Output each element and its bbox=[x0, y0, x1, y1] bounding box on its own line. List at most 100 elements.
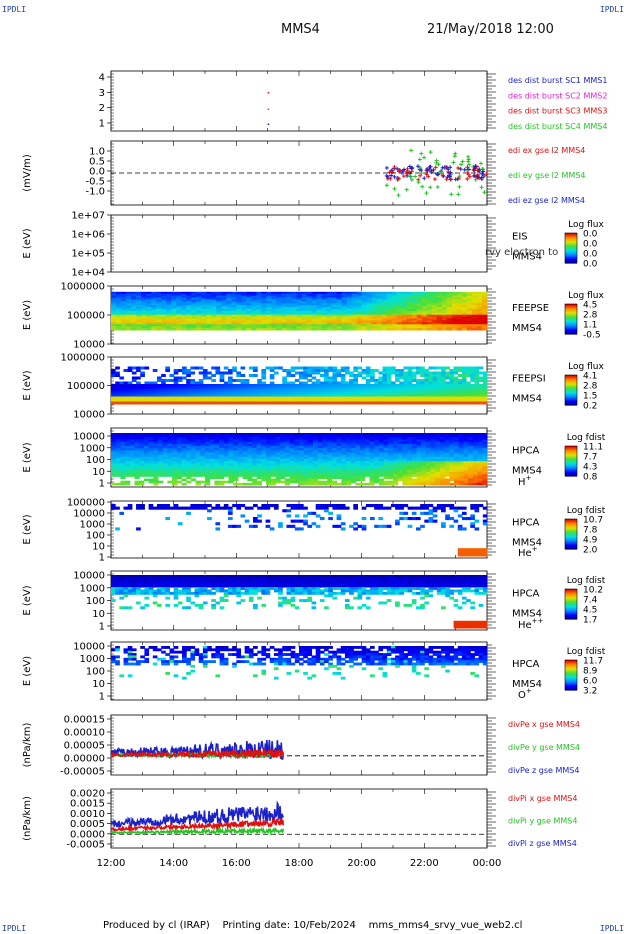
spectrogram-cell bbox=[411, 371, 417, 375]
spectrogram-cell bbox=[315, 381, 321, 385]
spectrogram-cell bbox=[299, 374, 304, 377]
spectrogram-cell bbox=[382, 374, 388, 377]
spectrogram-cell bbox=[381, 293, 388, 297]
spectrogram-cell bbox=[202, 401, 208, 405]
spectrogram-cell bbox=[336, 450, 342, 453]
spectrogram-cell bbox=[289, 456, 295, 460]
spectrogram-cell bbox=[227, 376, 233, 380]
spectrogram-cell bbox=[200, 463, 206, 466]
spectrogram-cell bbox=[161, 328, 167, 331]
spectrogram-cell bbox=[143, 467, 150, 471]
spectrogram-cell bbox=[357, 401, 363, 405]
spectrogram-cell bbox=[177, 401, 183, 405]
spectrogram-cell bbox=[476, 291, 483, 295]
spectrogram-cell bbox=[281, 303, 287, 306]
spectrogram-cell bbox=[315, 386, 321, 390]
spectrogram-cell bbox=[355, 469, 361, 473]
spectrogram-cell bbox=[176, 328, 182, 331]
colorbar-cell bbox=[565, 403, 577, 405]
spectrogram-cell bbox=[371, 307, 378, 310]
spectrogram-cell bbox=[195, 446, 201, 449]
spectrogram-cell bbox=[256, 480, 262, 484]
spectrogram-cell bbox=[332, 394, 338, 397]
spectrogram-cell bbox=[241, 293, 247, 297]
spectrogram-cell bbox=[341, 295, 348, 299]
spectrogram-cell bbox=[336, 369, 342, 372]
spectrogram-cell bbox=[219, 371, 225, 375]
spectrogram-cell bbox=[280, 467, 286, 471]
spectrogram-cell bbox=[226, 324, 232, 327]
spectrogram-cell bbox=[396, 318, 403, 321]
spectrogram-cell bbox=[158, 467, 164, 471]
spectrogram-cell bbox=[223, 456, 229, 460]
spectrogram-cell bbox=[311, 318, 318, 321]
spectrogram-cell bbox=[374, 435, 380, 438]
spectrogram-cell bbox=[194, 384, 200, 387]
spectrogram-cell bbox=[371, 312, 378, 316]
spectrogram-cell bbox=[296, 318, 303, 321]
spectrogram-cell bbox=[426, 320, 433, 323]
spectrogram-cell bbox=[411, 389, 417, 392]
spectrogram-cell bbox=[216, 295, 222, 299]
spectrogram-cell bbox=[242, 465, 248, 469]
spectrogram-cell bbox=[256, 433, 262, 436]
spectrogram-cell bbox=[340, 394, 346, 397]
spectrogram-cell bbox=[181, 437, 187, 440]
spectrogram-cell bbox=[393, 467, 399, 471]
spectrogram-cell bbox=[152, 394, 158, 397]
spectrogram-cell bbox=[378, 379, 384, 382]
spectrogram-cell bbox=[307, 369, 313, 372]
spectrogram-cell bbox=[121, 328, 127, 331]
spectrogram-cell bbox=[451, 305, 458, 308]
spectrogram-cell bbox=[466, 305, 473, 308]
spectrogram-cell bbox=[162, 441, 168, 445]
spectrogram-cell bbox=[449, 386, 455, 390]
spectrogram-cell bbox=[261, 437, 267, 440]
spectrogram-cell bbox=[482, 391, 488, 395]
spectrogram-cell bbox=[411, 307, 418, 310]
spectrogram-cell bbox=[196, 293, 202, 297]
spectrogram-cell bbox=[156, 301, 162, 304]
spectrogram-cell bbox=[364, 433, 370, 436]
spectrogram-cell bbox=[200, 456, 206, 460]
spectrogram-cell bbox=[376, 312, 383, 316]
spectrogram-cell bbox=[237, 472, 244, 475]
spectrogram-cell bbox=[386, 384, 392, 387]
spectrogram-cell bbox=[353, 379, 358, 382]
spectrogram-cell bbox=[336, 448, 342, 451]
spectrogram-cell bbox=[271, 305, 277, 308]
spectrogram-cell bbox=[369, 454, 375, 458]
spectrogram-cell bbox=[111, 312, 117, 316]
spectrogram-cell bbox=[211, 301, 217, 304]
spectrogram-cell bbox=[261, 391, 267, 395]
spectrogram-cell bbox=[401, 301, 408, 304]
spectrogram-cell bbox=[313, 461, 319, 464]
spectrogram-cell bbox=[331, 482, 338, 486]
spectrogram-cell bbox=[481, 328, 488, 331]
spectrogram-cell bbox=[241, 324, 247, 327]
spectrogram-cell bbox=[336, 394, 342, 397]
spectrogram-cell bbox=[270, 474, 276, 477]
spectrogram-cell bbox=[441, 309, 448, 312]
spectrogram-cell bbox=[153, 463, 159, 466]
spectrogram-cell bbox=[457, 394, 463, 397]
spectrogram-cell bbox=[216, 318, 222, 321]
spectrogram-cell bbox=[166, 320, 172, 323]
spectrogram-cell bbox=[357, 366, 363, 370]
spectrogram-cell bbox=[411, 478, 417, 482]
spectrogram-cell bbox=[244, 384, 250, 387]
spectrogram-cell bbox=[331, 324, 338, 327]
spectrogram-cell bbox=[246, 314, 252, 318]
spectrogram-cell bbox=[416, 299, 423, 302]
spectrogram-cell bbox=[449, 371, 455, 375]
spectrogram-cell bbox=[308, 454, 314, 458]
spectrogram-cell bbox=[202, 396, 208, 400]
spectrogram-cell bbox=[148, 389, 154, 392]
spectrogram-cell bbox=[233, 482, 239, 486]
spectrogram-cell bbox=[190, 469, 197, 473]
spectrogram-cell bbox=[190, 396, 196, 400]
spectrogram-cell bbox=[162, 474, 168, 477]
spectrogram-cell bbox=[201, 295, 207, 299]
spectrogram-cell bbox=[116, 303, 122, 306]
spectrogram-cell bbox=[181, 303, 187, 306]
